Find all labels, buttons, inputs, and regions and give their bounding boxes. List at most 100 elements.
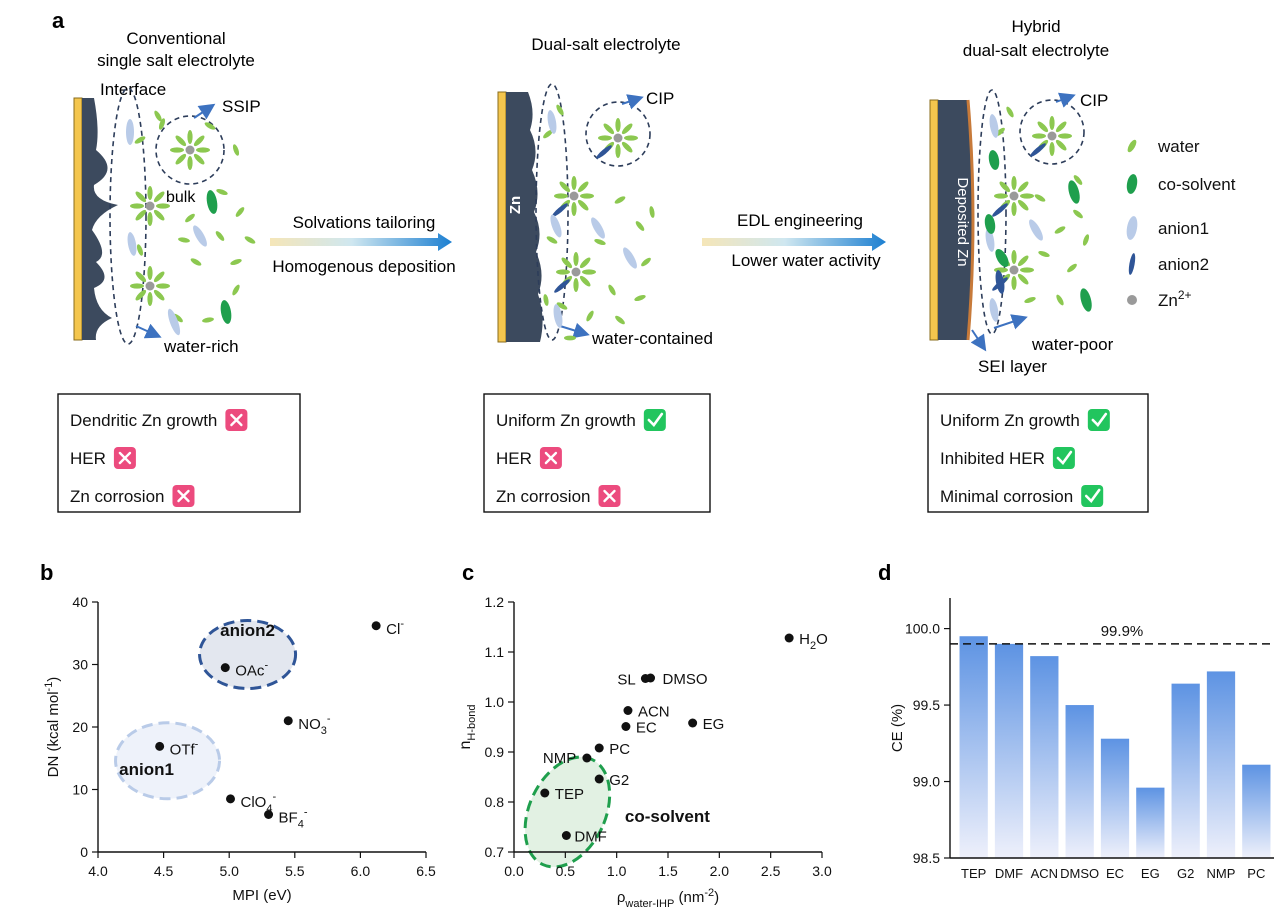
- check-icon: [1081, 485, 1104, 507]
- water-molecule: [994, 267, 1008, 273]
- sei-arrow: [970, 329, 987, 352]
- bar-TEP: [959, 636, 988, 858]
- category-label: DMSO: [1060, 866, 1099, 881]
- status-text: Inhibited HER: [940, 449, 1045, 468]
- point-label: PC: [609, 741, 630, 758]
- x-tick-label: 1.5: [658, 863, 678, 879]
- y-tick-label: 98.5: [913, 850, 940, 866]
- water-molecule: [571, 176, 577, 190]
- legend-item-anion2: anion2: [1128, 253, 1209, 275]
- y-axis-label: DN (kcal mol-1): [43, 677, 62, 778]
- point-label: OAc-: [235, 660, 268, 680]
- water-contained-arrow: [559, 322, 590, 339]
- interface-boundary: [109, 87, 147, 345]
- water-molecule: [170, 147, 184, 153]
- water-molecule: [556, 302, 568, 310]
- water-molecule: [571, 202, 577, 216]
- hybrid-title-line2: dual-salt electrolyte: [963, 41, 1109, 60]
- anion2: [995, 270, 1005, 294]
- zn-ion: [571, 267, 581, 277]
- water-molecule: [202, 317, 214, 323]
- bar-PC: [1242, 764, 1271, 858]
- co-solvent: [984, 214, 996, 234]
- water-molecule: [561, 257, 573, 269]
- water-molecule: [1037, 121, 1049, 133]
- ssip-shell: [155, 115, 225, 185]
- water-rich-arrow: [135, 323, 162, 339]
- legend-item-co-solvent: co-solvent: [1126, 174, 1236, 194]
- water-molecule: [649, 206, 655, 218]
- water-molecule: [580, 193, 594, 199]
- y-tick-label: 10: [72, 782, 88, 798]
- point-label: NMP: [543, 750, 576, 767]
- point-H: H2O: [784, 631, 828, 652]
- anion1: [127, 232, 137, 256]
- water-molecule: [573, 278, 579, 292]
- water-molecule: [1020, 267, 1034, 273]
- chart-c-hbond: co-solvent 0.0 0.5 1.0 1.5 2.0 2.5 3.0 0.7 0.8 0.9…: [457, 594, 832, 910]
- group-anion1: anion1: [114, 721, 222, 801]
- sei-label: SEI layer: [978, 357, 1047, 376]
- ssip-label: SSIP: [222, 97, 261, 116]
- water-molecule: [1017, 255, 1029, 267]
- deposited-zn-label: Deposited Zn: [954, 177, 971, 266]
- anion1: [550, 214, 562, 238]
- water-molecule: [1006, 106, 1014, 118]
- legend-swatch: [1127, 139, 1137, 153]
- water-molecule: [134, 136, 146, 144]
- water-molecule: [130, 203, 144, 209]
- point-label: EC: [636, 720, 657, 737]
- cross-icon: [172, 485, 195, 507]
- water-molecule: [603, 123, 615, 135]
- cross-icon: [598, 485, 621, 507]
- coordinated-anion: [992, 203, 1008, 217]
- water-molecule: [185, 213, 195, 223]
- bar-DMSO: [1065, 705, 1094, 858]
- legend-swatch: [1126, 174, 1138, 194]
- sei-layer: [966, 99, 975, 341]
- anion1: [193, 225, 207, 247]
- point-label: Cl-: [386, 618, 404, 638]
- zn-ion: [145, 281, 155, 291]
- point-EG: EG: [688, 716, 724, 733]
- water-molecule: [614, 196, 626, 204]
- point-OTf: OTf-: [155, 738, 199, 758]
- water-molecule: [554, 193, 568, 199]
- data-point: [623, 706, 633, 715]
- check-icon: [1087, 409, 1110, 431]
- arrow2-shape: [702, 233, 886, 251]
- water-molecule: [1024, 296, 1036, 304]
- water-molecule: [232, 144, 240, 156]
- legend-label: water: [1157, 137, 1200, 156]
- interface-boundary-3: [977, 89, 1007, 335]
- water-molecule: [579, 275, 591, 287]
- status-text: Minimal corrosion: [940, 487, 1073, 506]
- category-label: EC: [1106, 866, 1124, 881]
- anion1: [985, 228, 995, 252]
- group-label-co-solvent: co-solvent: [625, 807, 710, 826]
- zn-uniform-electrode: [506, 92, 543, 342]
- water-molecule: [615, 144, 621, 158]
- water-molecule: [135, 191, 147, 203]
- status-box-1: Dendritic Zn growth HER Zn corrosion: [57, 393, 301, 513]
- cip-label: CIP: [646, 89, 674, 108]
- status-box-2: Uniform Zn growth HER Zn corrosion: [483, 393, 711, 513]
- point-label: SL: [617, 672, 635, 689]
- x-tick-label: 4.5: [154, 863, 174, 879]
- check-icon: [643, 409, 666, 431]
- water-molecule: [594, 238, 606, 246]
- status-text: Zn corrosion: [496, 487, 590, 506]
- water-molecule: [147, 292, 153, 306]
- cip-label-3: CIP: [1080, 91, 1108, 110]
- anion1: [547, 110, 557, 134]
- zn-ion: [145, 201, 155, 211]
- bar-EC: [1100, 738, 1130, 858]
- water-molecule: [196, 147, 210, 153]
- legend-label: Zn2+: [1158, 288, 1192, 310]
- cross-icon: [113, 447, 136, 469]
- interface-label: Interface: [100, 80, 166, 99]
- water-molecule: [1054, 226, 1066, 234]
- data-point: [283, 716, 293, 726]
- point-TEP: TEP: [540, 786, 584, 803]
